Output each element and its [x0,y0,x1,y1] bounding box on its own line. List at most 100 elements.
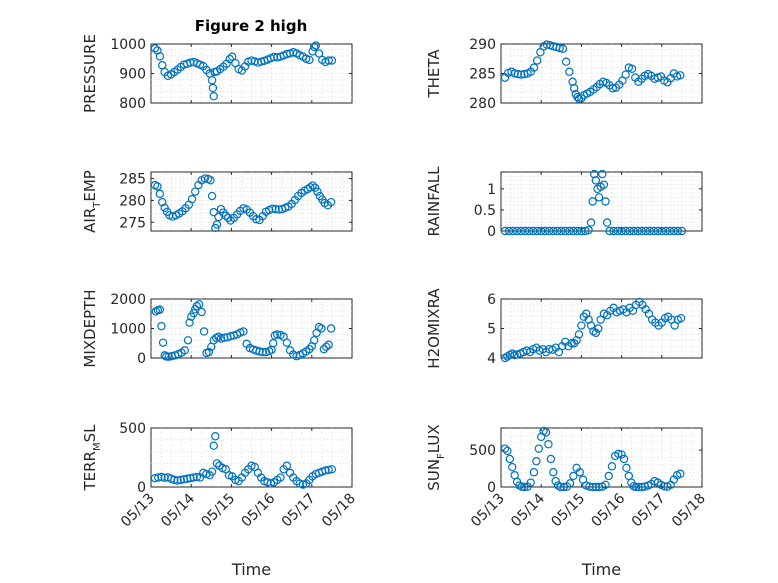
data-point [608,84,617,93]
data-point [569,471,578,481]
data-point [601,480,610,489]
y-tick-label: 1000 [110,37,146,53]
data-point [627,64,637,73]
data-point [500,226,510,236]
data-point [621,70,630,79]
data-point [641,226,650,236]
data-point [192,301,202,311]
data-point [225,54,234,64]
data-point [155,189,165,199]
data-point [551,476,560,486]
data-point [173,476,182,485]
data-point [276,473,285,482]
data-point [324,340,333,349]
x-tick-label: 05/14 [508,490,548,530]
data-point [520,482,529,492]
data-point [594,193,604,202]
data-point [529,63,539,72]
data-point [645,226,654,236]
data-point [581,226,590,236]
data-point [326,324,336,333]
data-point [565,479,575,488]
data-point [529,468,539,477]
data-point [150,473,160,483]
subplot-2: 280 285 290 THETA [425,37,703,112]
data-point [520,226,530,236]
data-point [324,56,333,65]
data-point [577,321,586,330]
data-point [223,213,233,223]
data-point [180,346,189,355]
x-tick-label: 05/16 [589,490,629,530]
figure-title: Figure 2 high [195,17,308,35]
y-tick-label: 0 [137,480,146,496]
data-point [549,468,558,477]
data-point [317,324,326,333]
data-point [557,226,566,236]
data-point [584,225,593,235]
data-point [179,475,189,484]
data-point [261,347,271,357]
data-point [505,454,515,464]
data-point [609,226,618,236]
data-point [212,459,222,468]
x-tick-label: 05/13 [118,491,158,531]
data-point [186,473,195,483]
data-point [532,456,541,466]
data-point [532,56,542,65]
data-point [661,226,671,236]
data-point [162,352,171,361]
data-point [532,226,542,236]
y-tick-label: 290 [469,37,496,53]
data-point [569,84,579,93]
data-point [561,57,571,66]
data-point [200,174,210,183]
x-tick-label: 05/17 [279,491,319,531]
data-point [574,330,584,339]
data-point [601,197,610,206]
y-tick-label: 285 [119,172,146,188]
data-point [634,482,643,492]
data-point [192,472,202,482]
data-point [637,226,646,236]
y-tick-label: 0 [137,351,146,367]
data-point [183,336,193,345]
data-point [157,472,166,482]
data-point [186,58,195,67]
data-point [321,466,330,475]
data-point [528,226,538,236]
data-point [559,482,568,492]
data-point [282,338,292,347]
data-point [170,475,179,485]
y-tick-label: 285 [469,67,496,83]
data-point [604,471,613,481]
data-point [541,226,550,236]
data-point [633,226,642,236]
data-point [676,469,685,478]
data-point [508,226,518,236]
data-point [189,308,198,318]
data-point [305,183,315,192]
data-point [677,226,687,236]
data-point [625,226,634,236]
data-point [613,226,622,236]
data-point [314,49,324,58]
data-point [204,347,214,357]
data-point [588,482,597,492]
subplot-1: 800 900 1000 PRESSURE [81,34,353,113]
data-point [549,226,558,236]
data-point [653,226,662,236]
y-axis-label: TERRMSL [81,424,103,492]
data-point [154,473,163,482]
y-axis-label: MIXDEPTH [81,289,99,367]
y-tick-label: 4 [487,351,496,367]
data-point [160,473,169,482]
x-axis-label: Time [231,560,271,579]
data-point [629,226,638,236]
y-tick-label: 900 [119,67,146,83]
data-point [195,300,204,309]
x-tick-label: 05/15 [548,491,588,531]
data-point [228,52,237,61]
data-point [657,226,667,236]
